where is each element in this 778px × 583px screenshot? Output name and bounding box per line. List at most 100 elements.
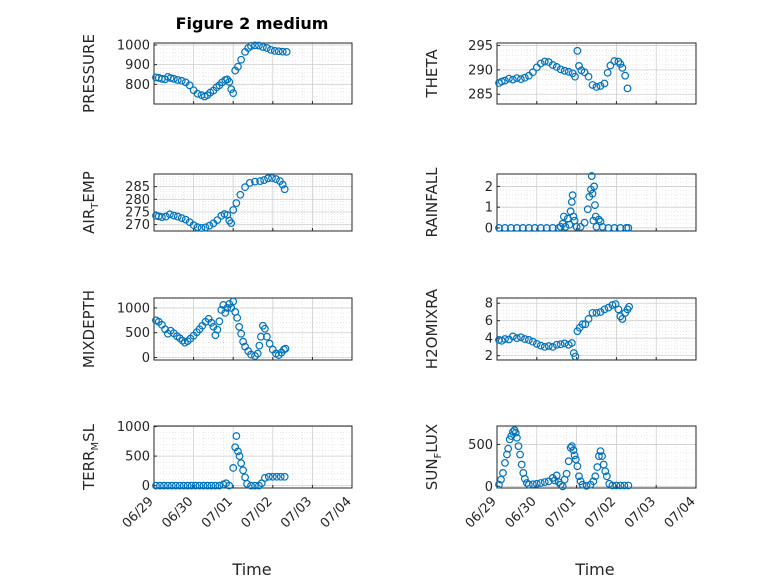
- data-point: [588, 81, 597, 89]
- data-point: [501, 76, 509, 85]
- data-point: [559, 212, 568, 221]
- data-point: [203, 481, 212, 490]
- data-point: [165, 210, 174, 219]
- data-point: [187, 481, 196, 490]
- data-point: [237, 459, 246, 468]
- data-point: [614, 305, 623, 314]
- data-point: [548, 223, 557, 232]
- y-tick-label: 4: [485, 332, 493, 347]
- data-point: [260, 474, 269, 482]
- data-point: [542, 223, 551, 232]
- data-point: [235, 452, 244, 461]
- data-point: [280, 472, 289, 481]
- data-point: [514, 442, 523, 451]
- data-point: [587, 172, 596, 180]
- data-point: [596, 82, 605, 90]
- data-point: [513, 223, 521, 232]
- data-point: [592, 83, 601, 91]
- data-point: [616, 223, 625, 232]
- data-point: [225, 300, 234, 308]
- data-point: [550, 476, 559, 485]
- data-point: [616, 481, 625, 490]
- data-point: [181, 215, 190, 224]
- data-point: [264, 174, 272, 183]
- data-point: [278, 47, 287, 56]
- y-tick-label: 2: [485, 180, 493, 195]
- data-point: [608, 481, 617, 490]
- data-point: [589, 477, 598, 486]
- data-point: [207, 481, 216, 490]
- data-point: [227, 85, 236, 94]
- data-point: [272, 472, 281, 481]
- data-point: [536, 223, 545, 232]
- data-point: [185, 81, 194, 90]
- data-point: [193, 89, 202, 98]
- data-point: [265, 339, 274, 348]
- data-point: [156, 481, 164, 490]
- data-point: [264, 472, 273, 481]
- axes-box: [496, 173, 697, 232]
- data-point: [582, 482, 591, 490]
- data-point: [575, 62, 583, 70]
- y-tick-label: 0: [142, 351, 150, 366]
- data-point: [614, 57, 623, 66]
- data-point: [532, 339, 541, 348]
- x-tick-label: 07/03: [622, 494, 659, 531]
- data-point: [592, 308, 601, 317]
- data-point: [213, 325, 222, 334]
- y-tick-label: 270: [125, 218, 150, 233]
- y-tick-label: 6: [485, 314, 493, 329]
- data-point: [272, 175, 280, 183]
- data-point: [166, 74, 175, 82]
- data-point: [159, 481, 168, 490]
- data-point: [620, 481, 629, 490]
- y-tick-label: 1000: [117, 420, 150, 435]
- x-tick-label: 06/30: [503, 494, 540, 531]
- data-point: [234, 447, 242, 456]
- panel-1: 800 900 1000 PRESSURE: [80, 34, 353, 113]
- data-point: [266, 45, 275, 54]
- data-point: [245, 178, 254, 187]
- data-point: [624, 223, 633, 232]
- data-point: [215, 481, 224, 490]
- data-point: [225, 78, 234, 86]
- axes-box: [153, 297, 353, 361]
- data-point: [601, 467, 610, 476]
- panel-2: 285 290 295 THETA: [423, 39, 697, 105]
- y-tick-label: 295: [468, 39, 493, 54]
- data-point: [175, 481, 184, 490]
- data-point: [567, 339, 576, 347]
- data-point: [241, 183, 249, 192]
- data-point: [178, 336, 187, 345]
- data-point: [232, 199, 241, 208]
- data-point: [280, 185, 289, 194]
- data-point: [568, 191, 577, 200]
- x-tick-label: 07/02: [582, 494, 619, 531]
- data-point: [207, 318, 216, 327]
- data-point: [584, 72, 593, 81]
- data-point: [173, 212, 182, 221]
- data-point: [584, 315, 593, 323]
- y-tick-label: 1: [485, 201, 493, 216]
- data-point: [618, 63, 627, 72]
- y-axis-label-subscript: M: [90, 442, 101, 451]
- data-point: [591, 472, 600, 481]
- data-point: [602, 472, 611, 481]
- panel-8: 0 500 06/29 06/30 07/01 07/02 07/03 07/04 SUNFLU…: [423, 424, 699, 532]
- data-point: [505, 74, 513, 83]
- data-point: [152, 481, 160, 490]
- data-point: [282, 47, 291, 56]
- y-axis-label: RAINFALL: [423, 167, 441, 238]
- data-point: [616, 60, 625, 68]
- data-point: [158, 213, 166, 221]
- data-point: [205, 221, 214, 230]
- data-point: [552, 340, 561, 349]
- data-point: [215, 317, 224, 326]
- data-point: [233, 313, 242, 322]
- y-axis-label-rest: EMP: [80, 171, 98, 202]
- data-point: [532, 63, 541, 72]
- data-point: [596, 308, 605, 316]
- data-point: [536, 479, 545, 487]
